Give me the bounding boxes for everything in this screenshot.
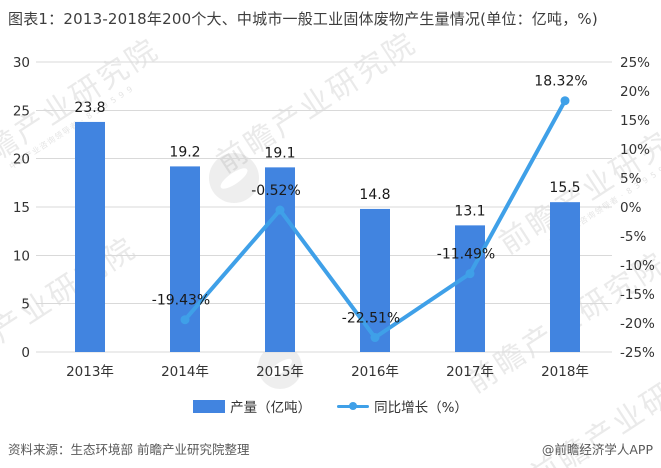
bar	[455, 225, 485, 352]
right-axis-tick: 15%	[620, 113, 650, 129]
bars	[75, 121, 580, 352]
right-axis-tick: -15%	[620, 287, 655, 303]
bar	[360, 208, 390, 352]
x-axis-label: 2015年	[256, 364, 304, 380]
right-axis-tick: 25%	[620, 55, 650, 71]
source-note: 资料来源：生态环境部 前瞻产业研究院整理	[8, 442, 250, 457]
right-axis-tick: 0%	[620, 200, 642, 216]
right-axis-tick: -5%	[620, 229, 646, 245]
bar-series-swatch	[193, 399, 226, 413]
left-axis-ticks: 0 5 10 15 20 25 30	[13, 55, 30, 361]
right-axis-ticks: -25% -20% -15% -10% -5% 0% 5% 10% 15% 20% 25%	[620, 55, 655, 361]
chart-legend: 产量（亿吨） 同比增长（%）	[0, 396, 661, 416]
line-point	[370, 333, 380, 343]
line-value-label: -22.51%	[342, 311, 400, 327]
bar-value-label: 15.5	[549, 180, 580, 196]
left-axis-tick: 25	[13, 103, 30, 119]
right-axis-tick: -25%	[620, 345, 655, 361]
bar	[75, 121, 105, 352]
bar	[550, 202, 580, 352]
x-axis-label: 2014年	[161, 364, 209, 380]
line-point	[275, 205, 285, 215]
legend-item-growth: 同比增长（%）	[337, 396, 468, 416]
line-point	[560, 96, 570, 106]
left-axis-tick: 5	[21, 297, 30, 313]
line-point	[465, 269, 475, 279]
left-axis-tick: 30	[13, 55, 30, 71]
line-value-label: -19.43%	[152, 293, 210, 309]
line-series-swatch	[337, 400, 370, 413]
line-value-labels: -19.43% -0.52% -22.51% -11.49% 18.32%	[152, 74, 588, 327]
combo-chart: 0 5 10 15 20 25 30 -25% -20% -15% -10% -5% 0% 5% 10% 15…	[13, 55, 655, 380]
x-axis-label: 2018年	[541, 364, 589, 380]
x-axis-label: 2016年	[351, 364, 399, 380]
left-axis-tick: 15	[13, 200, 30, 216]
x-axis-label: 2017年	[446, 364, 494, 380]
legend-label-production: 产量（亿吨）	[230, 400, 312, 416]
legend-label-growth: 同比增长（%）	[374, 400, 468, 416]
line-points	[180, 96, 570, 343]
legend-item-production: 产量（亿吨）	[193, 396, 311, 416]
bar-value-label: 19.1	[264, 145, 295, 161]
bar-value-label: 14.8	[359, 187, 390, 203]
left-axis-tick: 10	[13, 248, 30, 264]
right-axis-tick: 10%	[620, 142, 650, 158]
gridlines	[36, 61, 612, 353]
left-axis-tick: 20	[13, 152, 30, 168]
x-axis-label: 2013年	[66, 364, 114, 380]
line-value-label: -11.49%	[437, 247, 495, 263]
bar-value-label: 19.2	[169, 144, 200, 160]
bar	[265, 167, 295, 352]
right-axis-tick: 20%	[620, 84, 650, 100]
left-axis-tick: 0	[21, 345, 30, 361]
right-axis-tick: 5%	[620, 171, 642, 187]
right-axis-tick: -10%	[620, 258, 655, 274]
chart-title: 图表1：2013-2018年200个大、中城市一般工业固体废物产生量情况(单位：…	[8, 10, 598, 28]
line-point	[180, 315, 190, 325]
credit-note: @前瞻经济学人APP	[541, 442, 653, 457]
bar-value-label: 23.8	[74, 100, 105, 116]
bar-value-label: 13.1	[454, 203, 485, 219]
x-axis-labels: 2013年 2014年 2015年 2016年 2017年 2018年	[66, 364, 589, 380]
line-value-label: 18.32%	[534, 74, 587, 90]
line-value-label: -0.52%	[251, 183, 301, 199]
bar-value-labels: 23.8 19.2 19.1 14.8 13.1 15.5	[74, 100, 580, 219]
right-axis-tick: -20%	[620, 316, 655, 332]
